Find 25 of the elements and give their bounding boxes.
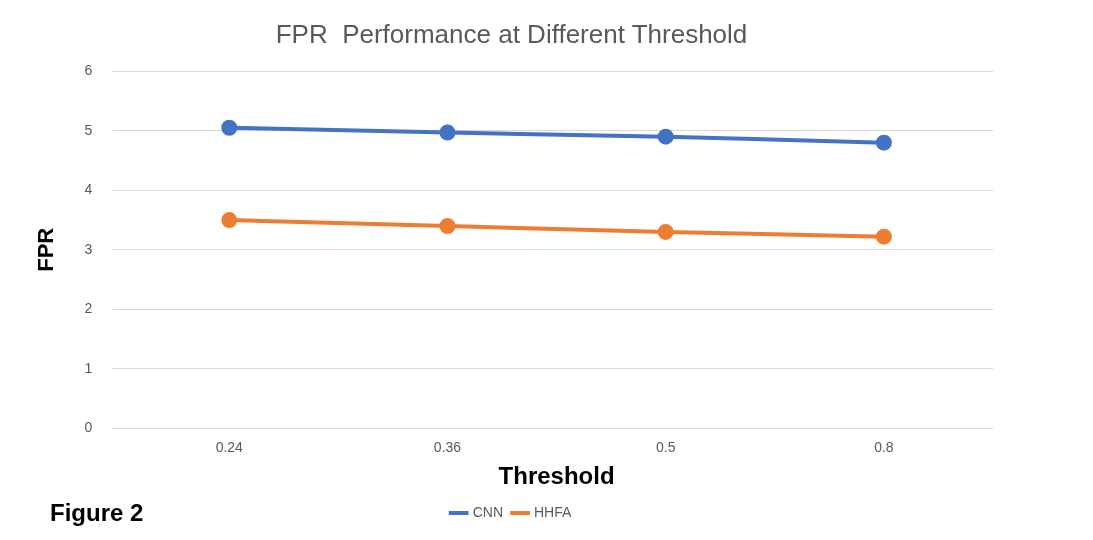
point: [221, 119, 238, 136]
y-tick-label: 2: [84, 300, 93, 317]
x-tick-label: 0.5: [655, 438, 676, 455]
y-tick-label: 4: [84, 181, 93, 198]
legend-label: HHFA: [534, 503, 572, 520]
point: [875, 134, 892, 151]
x-axis-title: Threshold: [498, 462, 615, 490]
y-tick-label: 1: [84, 359, 93, 376]
legend-label: CNN: [472, 503, 504, 520]
point: [439, 124, 456, 141]
y-axis-title: FPR: [33, 227, 59, 272]
y-tick-label: 5: [84, 121, 93, 138]
point: [657, 223, 674, 240]
x-tick-label: 0.24: [215, 438, 244, 455]
point: [439, 217, 456, 234]
point: [657, 128, 674, 145]
point: [875, 228, 892, 245]
point: [221, 212, 238, 229]
y-tick-label: 0: [84, 419, 93, 436]
caption: Figure 2: [50, 498, 144, 526]
y-tick-label: 6: [84, 62, 93, 79]
x-tick-label: 0.36: [433, 438, 462, 455]
x-tick-label: 0.8: [874, 438, 894, 455]
y-tick-label: 3: [84, 240, 93, 257]
chart-title: FPR Performance at Different Threshold: [275, 18, 748, 49]
